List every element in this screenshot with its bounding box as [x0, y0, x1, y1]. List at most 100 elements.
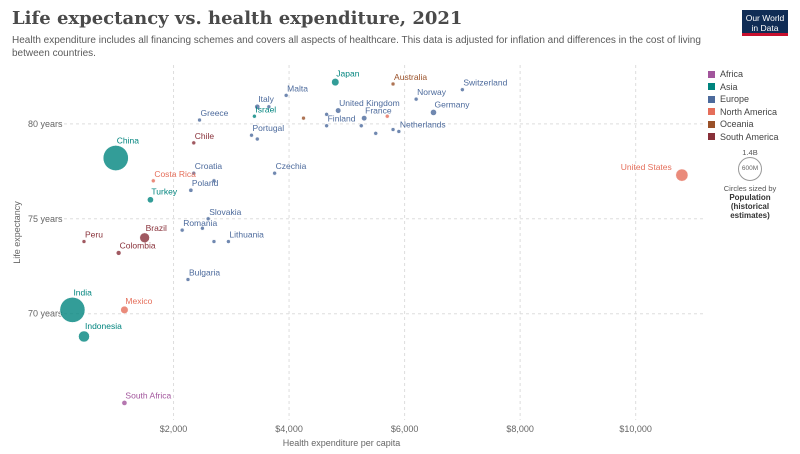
data-label: Croatia [195, 161, 223, 171]
data-point [191, 170, 197, 176]
data-point [226, 239, 231, 244]
size-legend-note: Circles sized by [723, 184, 777, 193]
legend-label: South America [720, 131, 779, 142]
data-label: Costa Rica [154, 169, 196, 179]
data-label: Switzerland [463, 78, 507, 88]
data-point [147, 196, 154, 204]
data-label: Greece [201, 108, 229, 118]
data-point [254, 103, 261, 110]
data-point [266, 104, 272, 110]
legend-swatch [708, 133, 715, 140]
logo-line2: in Data [751, 23, 779, 33]
x-tick-label: $6,000 [391, 424, 419, 434]
data-label: China [117, 135, 139, 145]
data-point [120, 305, 129, 314]
x-axis-title: Health expenditure per capita [283, 438, 401, 448]
x-tick-label: $10,000 [619, 424, 652, 434]
data-point [361, 115, 368, 122]
data-point [272, 170, 277, 176]
chart-subtitle: Health expenditure includes all financin… [12, 35, 701, 59]
legend-swatch [708, 95, 715, 103]
y-tick-label: 70 years [28, 309, 63, 319]
data-label: United States [621, 162, 672, 172]
data-point [200, 226, 205, 231]
data-point [331, 78, 340, 87]
legend-swatch [708, 108, 715, 115]
logo-line1: Our World [745, 13, 785, 23]
data-point [191, 140, 197, 146]
data-label: Finland [328, 114, 356, 124]
data-label: Lithuania [229, 230, 264, 240]
legend-label: Asia [720, 81, 738, 92]
data-point [121, 400, 128, 406]
data-point [139, 232, 150, 243]
legend-label: Europe [720, 94, 750, 104]
data-point [324, 123, 329, 128]
data-label: Indonesia [85, 321, 122, 331]
data-point [249, 132, 254, 138]
data-label: Australia [394, 72, 427, 82]
y-axis-title: Life expectancy [12, 201, 22, 264]
data-label: Turkey [151, 187, 177, 197]
legend-swatch [708, 120, 715, 128]
legend-swatch [708, 70, 715, 78]
data-label: Bulgaria [189, 268, 220, 278]
x-tick-label: $4,000 [275, 424, 303, 434]
data-point [81, 239, 87, 244]
data-label: United Kingdom [339, 98, 399, 108]
legend-item-asia[interactable]: Asia [708, 81, 798, 93]
legend-item-oceania[interactable]: Oceania [708, 118, 798, 130]
size-legend-top-label: 1.4B [742, 148, 758, 157]
data-label: Brazil [146, 223, 167, 233]
legend-label: Oceania [720, 119, 754, 129]
data-label: Israel [255, 104, 276, 114]
data-point [211, 239, 217, 244]
data-point [188, 187, 194, 193]
data-point [385, 114, 390, 119]
data-point [102, 145, 129, 171]
data-point [185, 277, 191, 282]
data-label: Slovakia [209, 207, 241, 217]
y-tick-label: 80 years [28, 119, 63, 129]
data-point [359, 123, 364, 128]
data-label: Japan [336, 68, 359, 78]
data-point [78, 330, 90, 343]
legend-item-north-america[interactable]: North America [708, 106, 798, 118]
data-label: Malta [287, 83, 308, 93]
legend-label: Africa [720, 69, 744, 79]
data-label: France [365, 105, 392, 115]
legend-item-europe[interactable]: Europe [708, 93, 798, 105]
owid-logo[interactable]: Our World in Data [742, 10, 788, 36]
data-label: Colombia [120, 241, 156, 251]
data-label: Italy [258, 94, 274, 104]
y-tick-label: 75 years [28, 214, 63, 224]
size-legend: 1.4B 600M Circles sized by Population (h… [720, 148, 780, 220]
legend-item-africa[interactable]: Africa [708, 68, 798, 80]
data-label: Norway [417, 87, 447, 97]
data-point [197, 117, 202, 123]
legend-item-south-america[interactable]: South America [708, 131, 798, 143]
data-label: Mexico [125, 296, 152, 306]
legend-label: North America [720, 106, 778, 117]
size-legend-inner-label: 600M [741, 165, 759, 172]
x-tick-label: $2,000 [160, 424, 188, 434]
data-point [675, 168, 689, 182]
data-point [252, 114, 257, 119]
data-label: Romania [183, 218, 217, 228]
data-point [373, 131, 378, 136]
legend: Africa Asia Europe North America Oceania… [708, 68, 798, 143]
data-point [255, 136, 260, 142]
data-point [59, 297, 86, 323]
data-label: Chile [195, 131, 215, 141]
data-point [116, 250, 122, 256]
data-point [324, 112, 329, 117]
data-point [283, 93, 289, 98]
data-label: Poland [192, 178, 219, 188]
data-point [301, 115, 306, 121]
data-point [390, 127, 396, 132]
data-point [430, 109, 437, 116]
data-point [413, 96, 419, 102]
data-point [335, 107, 342, 114]
x-tick-label: $8,000 [506, 424, 534, 434]
